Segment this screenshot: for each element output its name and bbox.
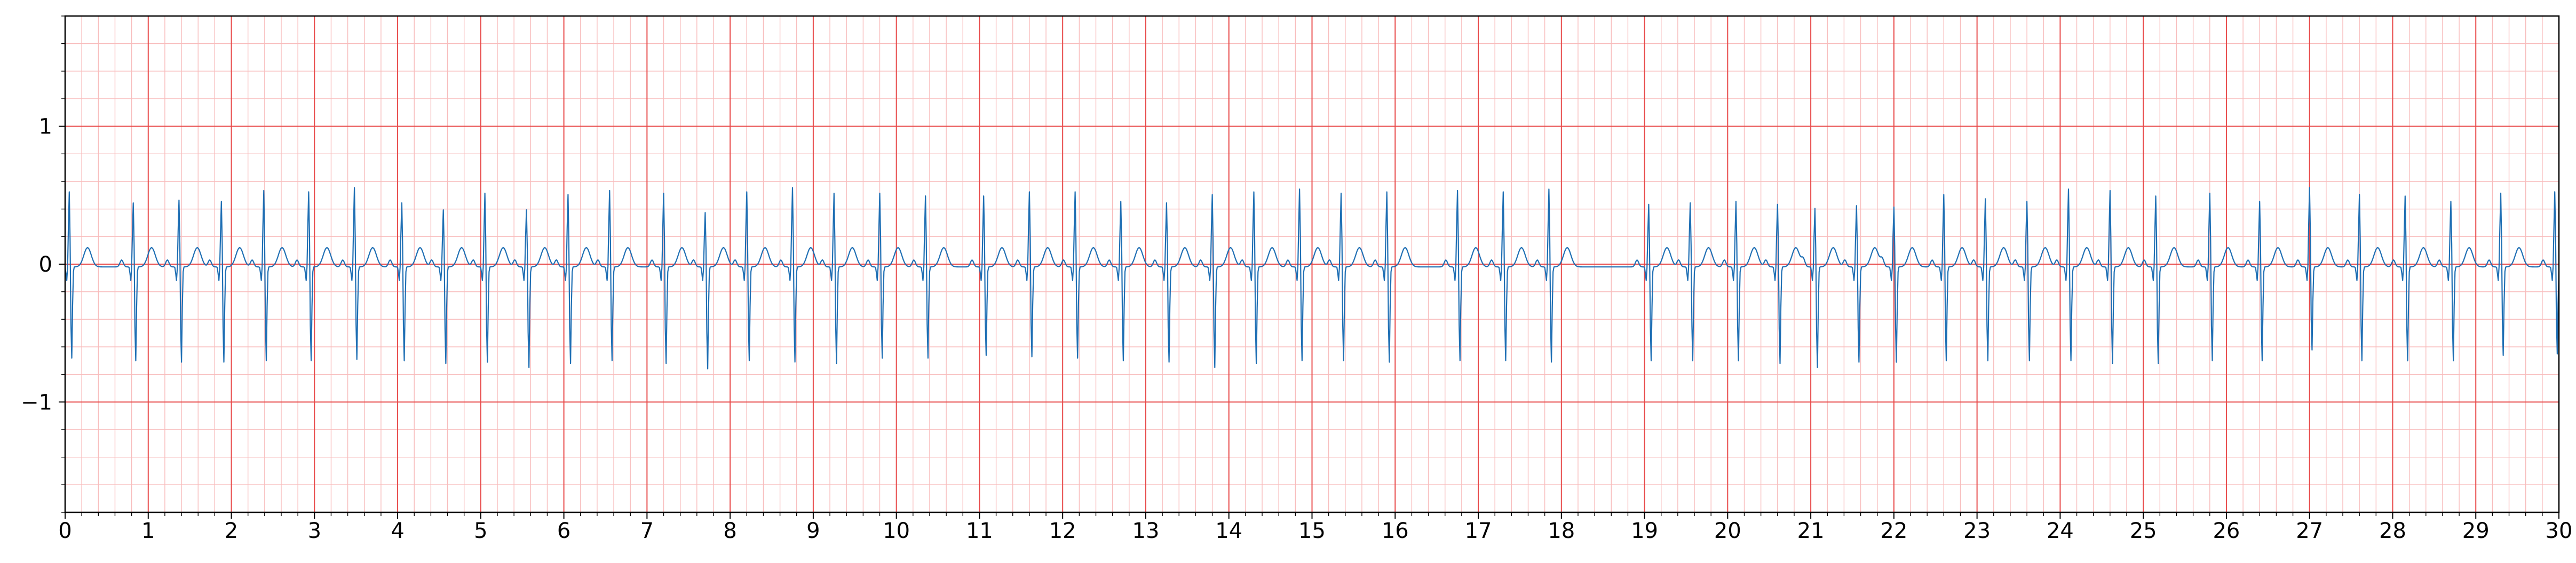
x-tick-label: 18 [1548,519,1575,543]
x-tick-label: 19 [1631,519,1658,543]
x-tick-label: 4 [391,519,404,543]
x-tick-label: 21 [1797,519,1825,543]
x-tick-label: 0 [58,519,72,543]
x-tick-label: 13 [1132,519,1160,543]
y-tick-label: −1 [21,390,52,415]
y-tick-label: 0 [39,252,52,277]
x-tick-label: 11 [966,519,993,543]
x-tick-label: 30 [2546,519,2573,543]
y-axis-ticks [59,15,65,513]
x-tick-label: 29 [2462,519,2490,543]
x-tick-label: 17 [1465,519,1492,543]
major-grid [65,16,2559,512]
x-tick-label: 27 [2296,519,2323,543]
x-tick-label: 8 [723,519,736,543]
x-tick-label: 23 [1963,519,1991,543]
x-tick-label: 24 [2047,519,2074,543]
x-tick-label: 16 [1382,519,1409,543]
x-axis-ticks [65,512,2559,519]
x-tick-label: 1 [141,519,155,543]
x-tick-label: 28 [2379,519,2406,543]
x-tick-label: 15 [1298,519,1326,543]
y-tick-label: 1 [39,115,52,139]
x-tick-label: 26 [2213,519,2240,543]
x-tick-label: 22 [1880,519,1907,543]
x-tick-label: 14 [1215,519,1242,543]
x-axis-tick-labels: 0 1 2 3 4 5 6 7 8 9 10 11 12 13 14 15 16 17 18 19 20 21 22 23 24… [58,519,2572,543]
x-tick-label: 2 [225,519,238,543]
x-tick-label: 5 [474,519,487,543]
x-tick-label: 7 [640,519,654,543]
y-axis-tick-labels: −1 0 1 [21,115,52,415]
x-tick-label: 10 [883,519,910,543]
x-tick-label: 20 [1714,519,1741,543]
x-tick-label: 6 [557,519,570,543]
x-tick-label: 12 [1049,519,1076,543]
x-tick-label: 9 [806,519,820,543]
x-tick-label: 25 [2130,519,2157,543]
x-tick-label: 3 [308,519,321,543]
ecg-trace-line [64,187,2560,370]
